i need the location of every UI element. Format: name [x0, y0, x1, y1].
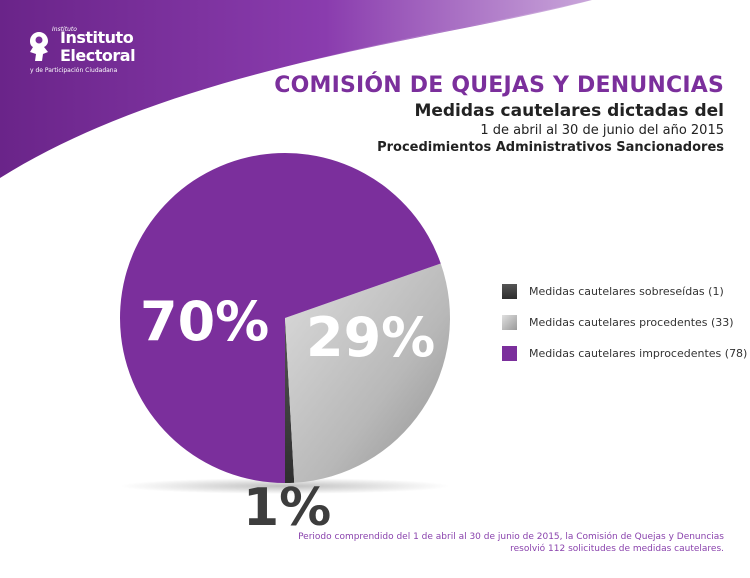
legend-item-improcedentes: Medidas cautelares improcedentes (78) — [502, 345, 747, 361]
legend-label: Medidas cautelares improcedentes (78) — [529, 346, 748, 360]
slice-label-improcedentes: 70% — [140, 290, 270, 353]
footnote-line1: Periodo comprendido del 1 de abril al 30… — [298, 532, 724, 542]
legend-label: Medidas cautelares procedentes (33) — [529, 315, 734, 329]
header-banner — [0, 0, 600, 178]
slice-label-sobreseidas: 1% — [243, 478, 332, 538]
subtitle-1: Medidas cautelares dictadas del — [414, 101, 724, 121]
logo-line1: Instituto — [60, 28, 134, 47]
footnote-line2: resolvió 112 solicitudes de medidas caut… — [510, 544, 724, 554]
pie-shadow — [120, 478, 450, 494]
footnote: Periodo comprendido del 1 de abril al 30… — [298, 531, 724, 555]
slice-label-procedentes: 29% — [306, 306, 436, 369]
subtitle-2: 1 de abril al 30 de junio del año 2015 — [480, 123, 724, 138]
pie-slice-improcedentes — [119, 152, 441, 483]
legend: Medidas cautelares sobreseídas (1) Medid… — [502, 283, 747, 376]
pie-slice-procedentes — [285, 263, 450, 483]
legend-item-sobreseidas: Medidas cautelares sobreseídas (1) — [502, 283, 747, 299]
legend-label: Medidas cautelares sobreseídas (1) — [529, 284, 724, 298]
title-block: COMISIÓN DE QUEJAS Y DENUNCIAS Medidas c… — [274, 72, 724, 156]
logo-line3: y de Participación Ciudadana — [30, 67, 118, 74]
subtitle-3: Procedimientos Administrativos Sancionad… — [377, 140, 724, 155]
logo-line2: Electoral — [60, 46, 136, 65]
emblem-icon — [30, 32, 48, 61]
logo-small-text: Instituto — [52, 26, 77, 33]
page-title: COMISIÓN DE QUEJAS Y DENUNCIAS — [274, 73, 724, 98]
legend-swatch-purple — [502, 345, 517, 361]
pie-slice-sobreseidas — [285, 318, 295, 483]
legend-swatch-gray — [502, 314, 517, 330]
legend-item-procedentes: Medidas cautelares procedentes (33) — [502, 314, 747, 330]
legend-swatch-dark — [502, 283, 517, 299]
